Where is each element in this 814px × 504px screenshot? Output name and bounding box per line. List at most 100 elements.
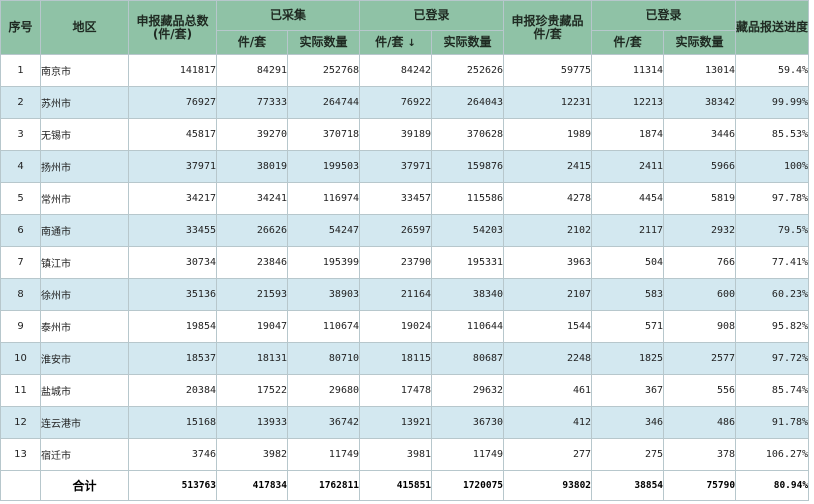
header-row-top: 序号 地区 申报藏品总数(件/套) 已采集 已登录 申报珍贵藏品件/套 已登录 … <box>0 0 810 55</box>
row-registered2-actual: 2932 <box>663 214 737 247</box>
row-declared-precious: 12231 <box>503 86 593 119</box>
header-registered2-actual[interactable]: 实际数量 <box>663 30 737 55</box>
row-declared-total: 18537 <box>128 342 217 375</box>
header-region[interactable]: 地区 <box>40 0 129 55</box>
table-row[interactable]: 2 苏州市 76927 77333 264744 76922 264043 12231 1221… <box>0 86 810 119</box>
table-row[interactable]: 9 泰州市 19854 19047 110674 19024 110644 1544 571 90… <box>0 310 810 343</box>
row-registered-pieces: 33457 <box>359 182 433 215</box>
row-index: 2 <box>0 86 41 119</box>
row-collected-actual: 54247 <box>286 214 361 247</box>
row-index: 5 <box>0 182 41 215</box>
row-collected-actual: 252768 <box>286 54 361 87</box>
row-index: 11 <box>0 374 41 407</box>
row-collected-pieces: 77333 <box>216 86 288 119</box>
table-row[interactable]: 5 常州市 34217 34241 116974 33457 115586 4278 4454 5… <box>0 182 810 215</box>
row-declared-total: 35136 <box>128 278 217 311</box>
table-row[interactable]: 6 南通市 33455 26626 54247 26597 54203 2102 2117 293… <box>0 214 810 247</box>
total-registered-actual: 1720075 <box>431 470 505 501</box>
row-registered2-pieces: 2117 <box>591 214 665 247</box>
row-registered-actual: 29632 <box>431 374 505 407</box>
row-registered-pieces: 26597 <box>359 214 433 247</box>
row-progress: 97.72% <box>735 342 810 375</box>
row-region: 扬州市 <box>40 150 129 183</box>
row-collected-actual: 11749 <box>286 438 361 471</box>
row-index: 8 <box>0 278 41 311</box>
header-declared-precious[interactable]: 申报珍贵藏品件/套 <box>503 0 593 55</box>
row-progress: 99.99% <box>735 86 810 119</box>
table-row[interactable]: 10 淮安市 18537 18131 80710 18115 80687 2248 1825 25… <box>0 342 810 375</box>
table-row[interactable]: 7 镇江市 30734 23846 195399 23790 195331 3963 504 76… <box>0 246 810 279</box>
table-row[interactable]: 1 南京市 141817 84291 252768 84242 252626 59775 113… <box>0 54 810 87</box>
row-declared-total: 34217 <box>128 182 217 215</box>
table-row[interactable]: 11 盐城市 20384 17522 29680 17478 29632 461 367 556 8… <box>0 374 810 407</box>
table-footer: 合计 513763 417834 1762811 415851 1720075 … <box>0 470 810 501</box>
row-registered-pieces: 17478 <box>359 374 433 407</box>
header-registered-actual[interactable]: 实际数量 <box>431 30 505 55</box>
table-row[interactable]: 4 扬州市 37971 38019 199503 37971 159876 2415 2411 5… <box>0 150 810 183</box>
header-collected-pieces[interactable]: 件/套 <box>216 30 288 55</box>
row-collected-pieces: 3982 <box>216 438 288 471</box>
row-declared-precious: 2248 <box>503 342 593 375</box>
header-registered2-pieces[interactable]: 件/套 <box>591 30 665 55</box>
row-registered2-pieces: 275 <box>591 438 665 471</box>
row-collected-pieces: 26626 <box>216 214 288 247</box>
row-collected-pieces: 84291 <box>216 54 288 87</box>
row-collected-pieces: 17522 <box>216 374 288 407</box>
row-declared-precious: 1989 <box>503 118 593 151</box>
row-registered2-pieces: 571 <box>591 310 665 343</box>
row-index: 13 <box>0 438 41 471</box>
table-header: 序号 地区 申报藏品总数(件/套) 已采集 已登录 申报珍贵藏品件/套 已登录 … <box>0 0 810 55</box>
row-registered-actual: 110644 <box>431 310 505 343</box>
row-region: 泰州市 <box>40 310 129 343</box>
row-registered2-pieces: 583 <box>591 278 665 311</box>
header-seq[interactable]: 序号 <box>0 0 41 55</box>
header-registered-pieces[interactable]: 件/套 ↓ <box>359 30 433 55</box>
row-progress: 97.78% <box>735 182 810 215</box>
row-registered2-actual: 38342 <box>663 86 737 119</box>
row-registered-actual: 54203 <box>431 214 505 247</box>
row-registered-actual: 11749 <box>431 438 505 471</box>
row-index: 9 <box>0 310 41 343</box>
row-registered-pieces: 76922 <box>359 86 433 119</box>
row-index: 10 <box>0 342 41 375</box>
table-row[interactable]: 12 连云港市 15168 13933 36742 13921 36730 412 346 486… <box>0 406 810 439</box>
row-collected-pieces: 38019 <box>216 150 288 183</box>
row-declared-precious: 1544 <box>503 310 593 343</box>
header-progress[interactable]: 藏品报送进度 <box>735 0 810 55</box>
row-declared-precious: 412 <box>503 406 593 439</box>
row-registered2-pieces: 1825 <box>591 342 665 375</box>
row-progress: 100% <box>735 150 810 183</box>
table-row[interactable]: 8 徐州市 35136 21593 38903 21164 38340 2107 583 600 6… <box>0 278 810 311</box>
sort-descending-icon[interactable]: ↓ <box>407 37 416 49</box>
header-declared-total[interactable]: 申报藏品总数(件/套) <box>128 0 217 55</box>
row-progress: 59.4% <box>735 54 810 87</box>
row-registered2-actual: 5966 <box>663 150 737 183</box>
row-registered2-pieces: 4454 <box>591 182 665 215</box>
row-collected-pieces: 21593 <box>216 278 288 311</box>
row-declared-total: 76927 <box>128 86 217 119</box>
row-registered2-actual: 13014 <box>663 54 737 87</box>
table-row[interactable]: 3 无锡市 45817 39270 370718 39189 370628 1989 1874 3… <box>0 118 810 151</box>
row-region: 盐城市 <box>40 374 129 407</box>
header-collected-actual[interactable]: 实际数量 <box>286 30 361 55</box>
row-declared-precious: 59775 <box>503 54 593 87</box>
row-declared-total: 19854 <box>128 310 217 343</box>
row-registered-actual: 370628 <box>431 118 505 151</box>
row-collected-actual: 199503 <box>286 150 361 183</box>
row-region: 常州市 <box>40 182 129 215</box>
table-row[interactable]: 13 宿迁市 3746 3982 11749 3981 11749 277 275 378 106.… <box>0 438 810 471</box>
row-declared-precious: 2102 <box>503 214 593 247</box>
row-collected-actual: 36742 <box>286 406 361 439</box>
row-declared-total: 45817 <box>128 118 217 151</box>
row-registered2-actual: 486 <box>663 406 737 439</box>
header-registered2-group: 已登录 <box>591 0 737 31</box>
row-registered2-pieces: 11314 <box>591 54 665 87</box>
row-declared-precious: 2107 <box>503 278 593 311</box>
row-registered-actual: 264043 <box>431 86 505 119</box>
row-registered2-actual: 600 <box>663 278 737 311</box>
total-registered2-actual: 75790 <box>663 470 737 501</box>
row-registered2-pieces: 367 <box>591 374 665 407</box>
total-registered2-pieces: 38854 <box>591 470 665 501</box>
total-declared: 513763 <box>128 470 217 501</box>
table-body: 1 南京市 141817 84291 252768 84242 252626 59775 113… <box>0 54 810 471</box>
